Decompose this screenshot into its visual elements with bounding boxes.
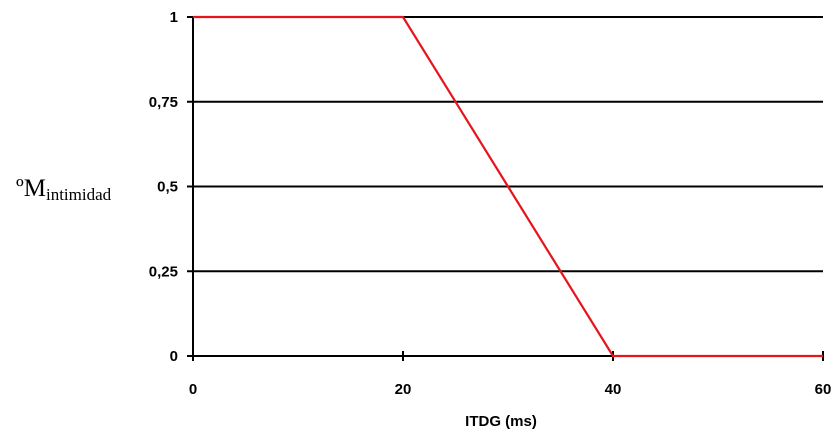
series-line-0 <box>193 15 823 358</box>
y-tick-label-0: 0 <box>170 348 178 365</box>
y-tick-labels: 0 0,25 0,5 0,75 1 <box>149 9 178 365</box>
x-tick-label-1: 20 <box>395 381 412 398</box>
series-group <box>193 15 823 358</box>
y-axis-label-subscript: intimidad <box>46 185 112 204</box>
y-tick-label-2: 0,5 <box>157 179 178 196</box>
x-tick-label-2: 40 <box>605 381 622 398</box>
x-tick-label-3: 60 <box>815 381 832 398</box>
y-axis-label-main: ºM <box>16 175 46 202</box>
y-axis-label: ºMintimidad <box>16 175 112 204</box>
y-tick-label-4: 1 <box>170 9 178 26</box>
y-tick-label-1: 0,25 <box>149 263 178 280</box>
y-tick-label-3: 0,75 <box>149 94 178 111</box>
x-tick-label-0: 0 <box>189 381 197 398</box>
axes <box>187 16 824 361</box>
x-tick-labels: 0 20 40 60 <box>189 381 832 398</box>
x-axis-label: ITDG (ms) <box>465 413 537 430</box>
